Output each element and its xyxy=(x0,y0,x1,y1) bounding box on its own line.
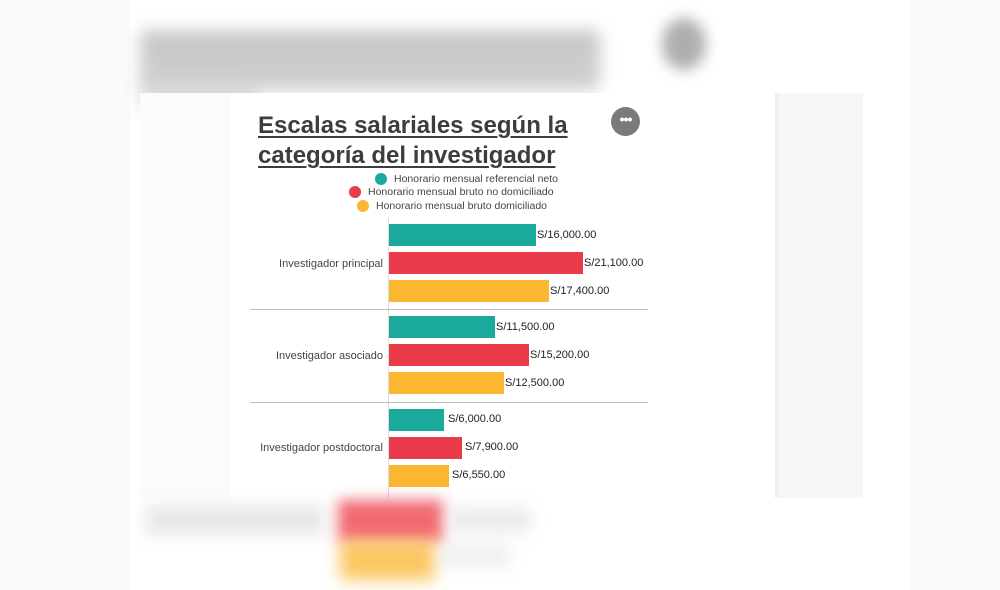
bar-postdoctoral-no-domiciliado xyxy=(389,437,462,459)
legend-item-domiciliado: Honorario mensual bruto domiciliado xyxy=(357,200,547,212)
value-label: S/21,100.00 xyxy=(584,257,644,269)
value-label: S/7,900.00 xyxy=(465,441,519,453)
category-label-principal: Investigador principal xyxy=(279,258,383,270)
blurred-bar-yellow xyxy=(340,540,435,580)
legend-dot-teal-icon xyxy=(375,173,387,185)
group-divider xyxy=(250,309,648,310)
left-margin-panel xyxy=(140,93,230,498)
chart-title: Escalas salariales según la categoría de… xyxy=(258,112,568,169)
blurred-bar-red xyxy=(338,500,443,542)
legend-label: Honorario mensual referencial neto xyxy=(394,173,559,185)
chart-card: Escalas salariales según la categoría de… xyxy=(230,93,775,498)
bar-postdoctoral-domiciliado xyxy=(389,465,449,487)
group-divider xyxy=(250,402,648,403)
legend-label: Honorario mensual bruto no domiciliado xyxy=(368,186,554,198)
value-label: S/6,000.00 xyxy=(448,413,502,425)
legend-dot-red-icon xyxy=(349,186,361,198)
category-label-postdoctoral: Investigador postdoctoral xyxy=(260,442,383,454)
value-label: S/6,550.00 xyxy=(452,469,506,481)
category-label-asociado: Investigador asociado xyxy=(275,350,383,362)
legend-item-neto: Honorario mensual referencial neto xyxy=(375,173,558,185)
right-margin-panel xyxy=(775,93,863,498)
value-label: S/16,000.00 xyxy=(537,229,597,241)
value-label: S/15,200.00 xyxy=(530,349,590,361)
value-label: S/11,500.00 xyxy=(496,321,555,333)
bar-asociado-neto xyxy=(389,316,495,338)
legend-label: Honorario mensual bruto domiciliado xyxy=(376,200,548,212)
blurred-headline xyxy=(140,30,600,90)
bar-postdoctoral-neto xyxy=(389,409,444,431)
bar-principal-no-domiciliado xyxy=(389,252,583,274)
bar-asociado-no-domiciliado xyxy=(389,344,529,366)
blurred-avatar xyxy=(662,18,706,70)
blurred-value-text xyxy=(450,508,530,532)
legend-item-no-domiciliado: Honorario mensual bruto no domiciliado xyxy=(349,186,554,198)
bar-principal-domiciliado xyxy=(389,280,549,302)
blurred-value-text xyxy=(440,545,510,567)
blurred-caption xyxy=(145,505,325,535)
bar-principal-neto xyxy=(389,224,536,246)
legend-dot-yellow-icon xyxy=(357,200,369,212)
value-label: S/17,400.00 xyxy=(550,285,610,297)
more-horizontal-icon: ••• xyxy=(619,111,633,127)
bar-asociado-domiciliado xyxy=(389,372,504,394)
category-axis-line xyxy=(388,218,389,498)
more-options-button[interactable]: ••• xyxy=(611,107,640,136)
value-label: S/12,500.00 xyxy=(505,377,565,389)
